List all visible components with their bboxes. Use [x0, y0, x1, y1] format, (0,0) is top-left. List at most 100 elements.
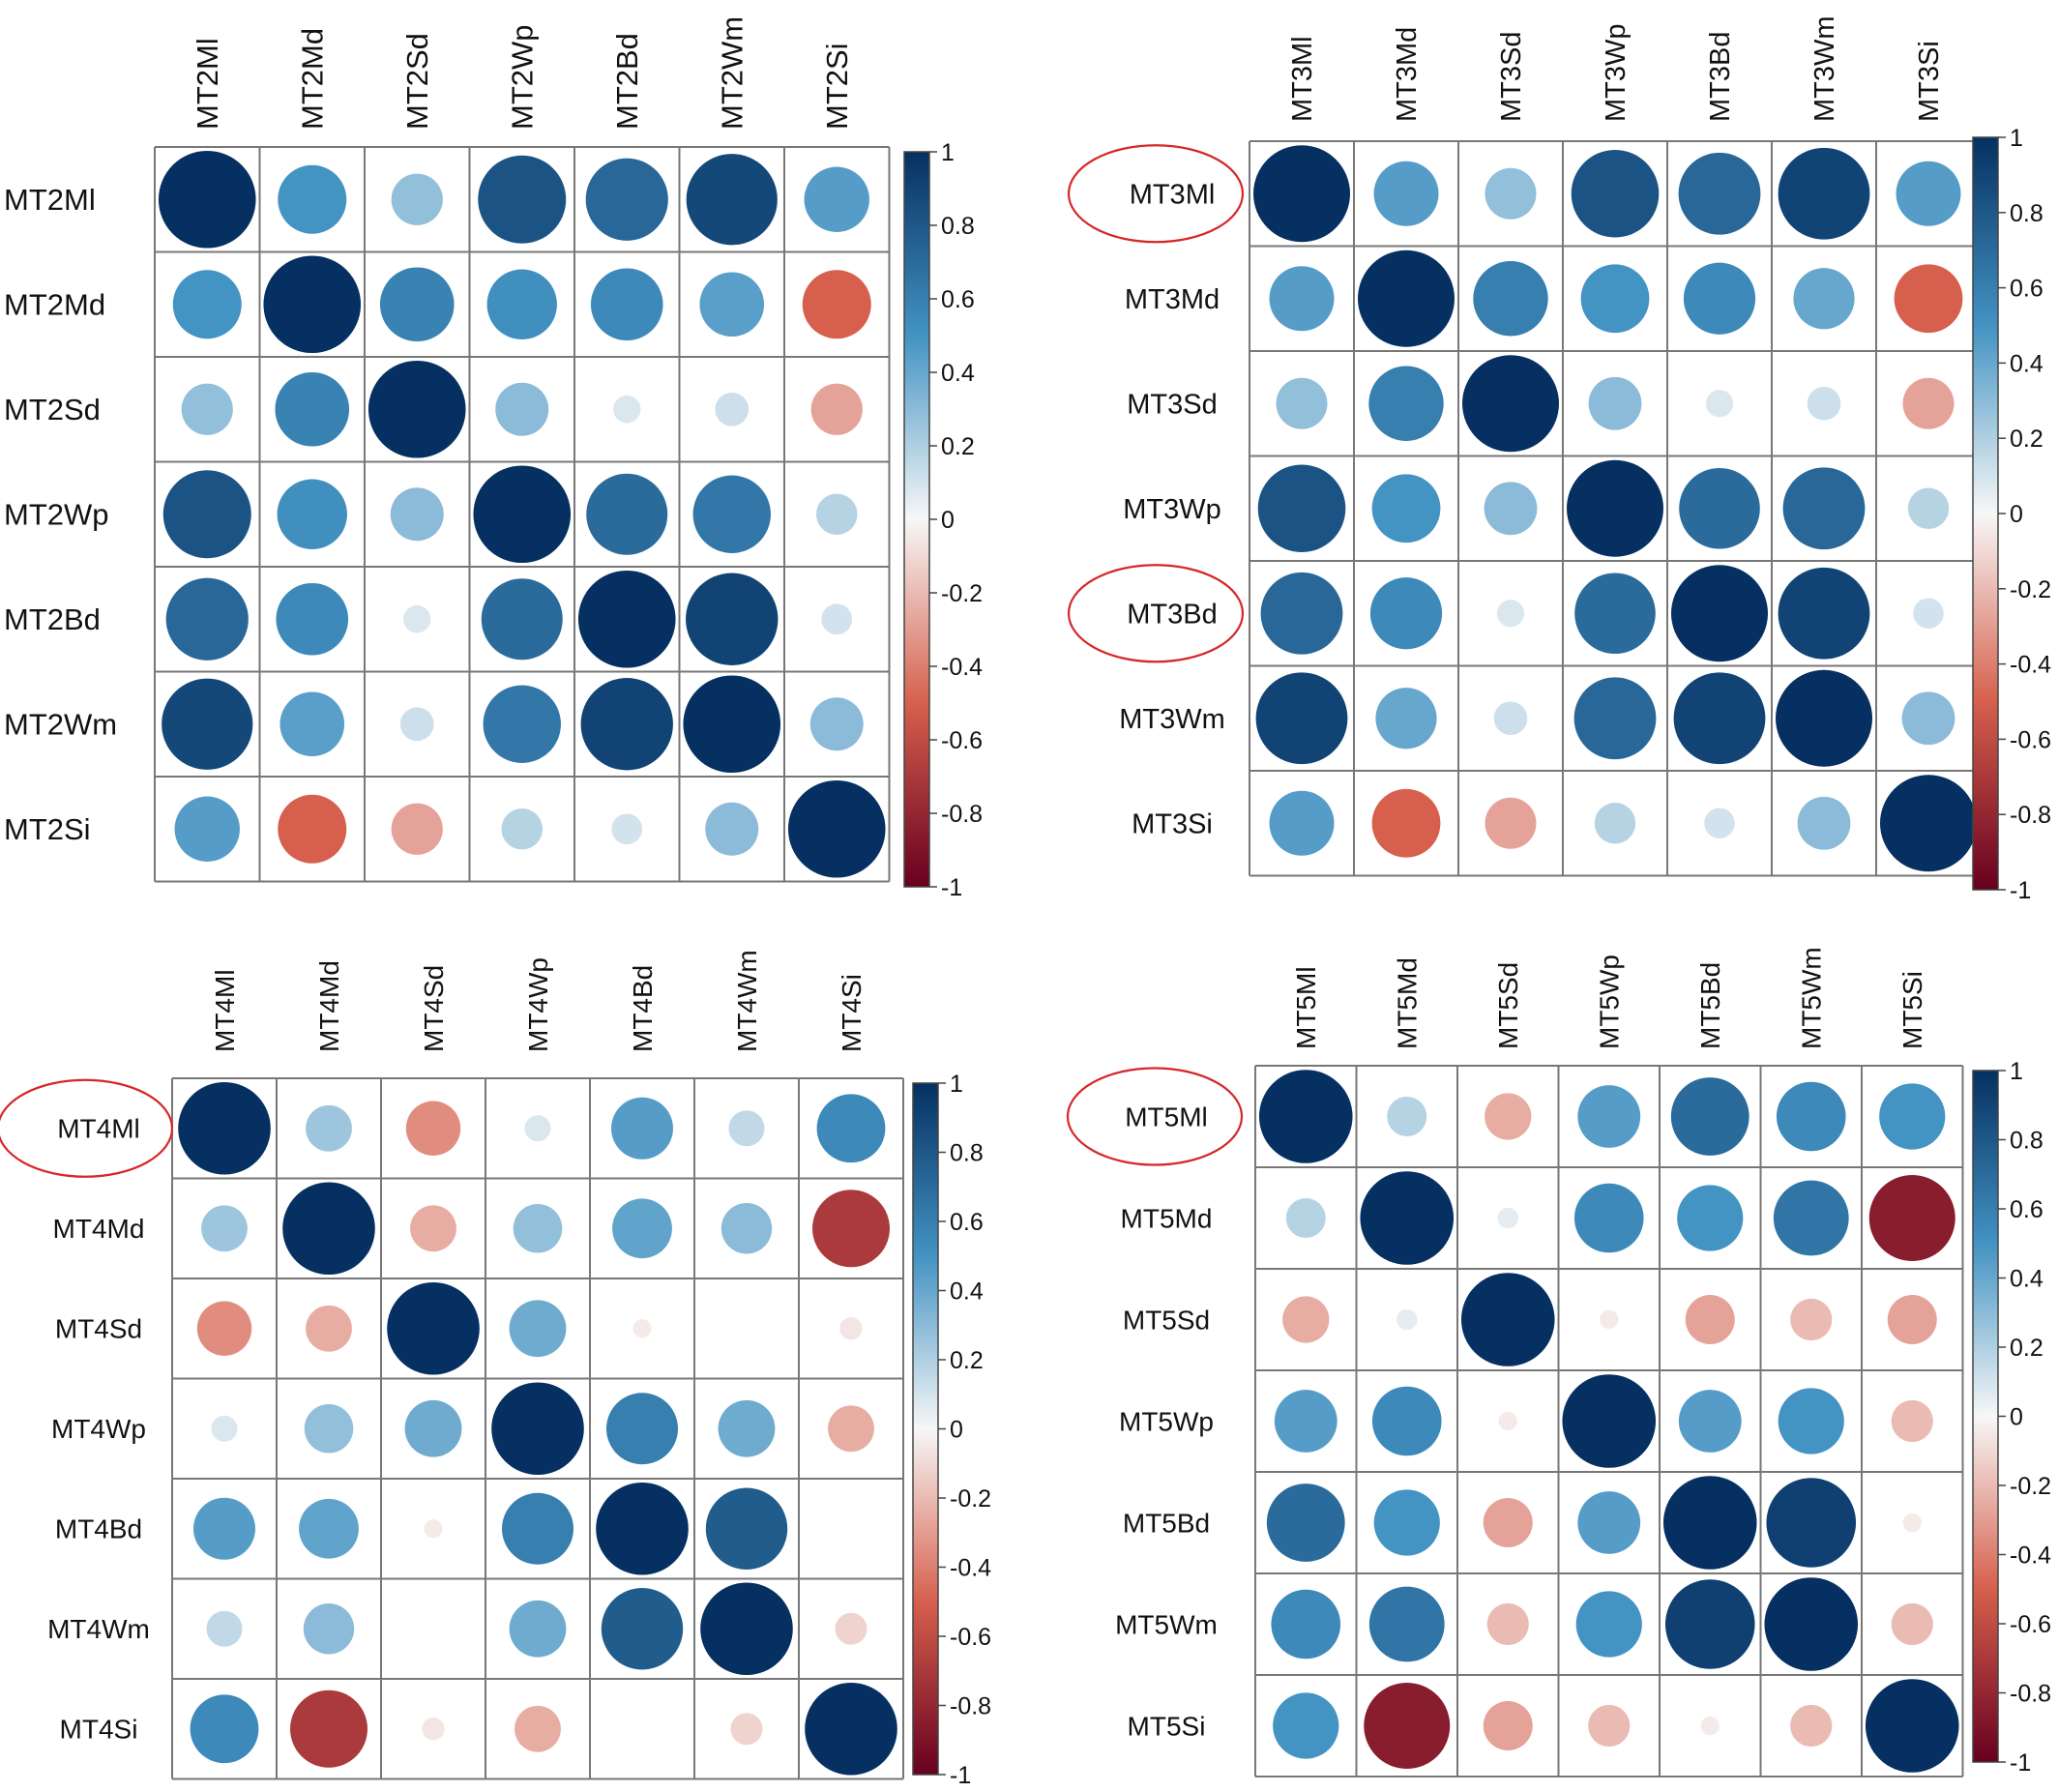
colorbar-tick-label: -0.6 [941, 727, 983, 754]
correlation-circle [1460, 1273, 1555, 1366]
column-label: MT4Bd [628, 965, 658, 1052]
correlation-circle [303, 1603, 355, 1655]
correlation-circle [277, 479, 347, 549]
correlation-circle [514, 1705, 561, 1752]
correlation-circle [391, 173, 443, 225]
correlation-circle [162, 470, 251, 559]
colorbar [903, 151, 930, 888]
correlation-circle [483, 685, 561, 763]
colorbar-tick-label: 0.8 [2010, 200, 2043, 227]
row-label: MT5Wm [1115, 1609, 1218, 1639]
colorbar-tick-label: 0.4 [950, 1278, 984, 1306]
column-label: MT3Wm [1809, 15, 1840, 122]
correlation-circle [1364, 1683, 1451, 1769]
colorbar-tick-label: -0.4 [950, 1555, 991, 1582]
correlation-circle [1396, 1308, 1418, 1331]
row-label: MT3Si [1132, 808, 1213, 839]
correlation-circle [391, 803, 443, 855]
colorbar-tick-label: 0.2 [950, 1347, 984, 1374]
correlation-circle [279, 691, 345, 757]
row-label: MT4Bd [55, 1514, 142, 1544]
column-label: MT2Si [820, 43, 854, 130]
correlation-circle [1685, 1295, 1735, 1344]
correlation-circle [1678, 1390, 1742, 1453]
colorbar-tick-label: 0 [941, 507, 955, 534]
correlation-circle [1678, 152, 1761, 235]
row-label: MT3Bd [1127, 599, 1217, 630]
correlation-circle [403, 605, 431, 633]
correlation-circle [1778, 147, 1870, 240]
colorbar-tick-label: 0.2 [941, 433, 975, 460]
correlation-circle [165, 577, 249, 661]
correlation-circle [379, 267, 455, 342]
correlation-circle [1600, 1309, 1619, 1330]
correlation-circle [1266, 1484, 1345, 1562]
correlation-circle [158, 150, 256, 249]
correlation-circle [387, 1281, 480, 1375]
colorbar-tick-label: 0 [950, 1417, 963, 1444]
correlation-circle [1913, 598, 1944, 630]
correlation-circle [190, 1694, 259, 1764]
correlation-circle [1764, 1577, 1859, 1671]
colorbar-tick-label: -0.8 [941, 801, 983, 828]
correlation-circle [193, 1497, 255, 1560]
correlation-circle [1575, 1591, 1642, 1658]
correlation-circle [1373, 1489, 1440, 1556]
correlation-circle [612, 1198, 672, 1259]
correlation-circle [1260, 572, 1343, 655]
correlation-circle [502, 1492, 573, 1565]
correlation-circle [1483, 1498, 1533, 1547]
correlation-circle [715, 392, 750, 426]
correlation-circle [306, 1104, 352, 1152]
column-label: MT4Wp [523, 957, 553, 1052]
correlation-circle [405, 1101, 461, 1156]
colorbar-tick-label: -0.4 [2010, 1542, 2051, 1570]
correlation-circle [1683, 262, 1756, 335]
correlation-circle [211, 1415, 238, 1442]
correlation-circle [263, 255, 362, 354]
colorbar-tick-label: -0.6 [2010, 726, 2051, 753]
correlation-circle [481, 578, 563, 661]
correlation-circle [278, 164, 347, 234]
column-label: MT5Sd [1493, 962, 1523, 1049]
correlation-circle [1793, 268, 1855, 330]
correlation-circle [390, 487, 444, 542]
correlation-circle [1700, 1716, 1720, 1736]
correlation-circle [787, 779, 886, 878]
correlation-circle [1567, 459, 1663, 557]
correlation-circle [1766, 1478, 1857, 1568]
colorbar-tick-label: -0.8 [2010, 802, 2051, 829]
correlation-circle [424, 1519, 443, 1539]
colorbar [1972, 136, 1999, 891]
correlation-circle [720, 1203, 773, 1254]
row-label: MT4Ml [57, 1114, 140, 1144]
correlation-circle [606, 1393, 678, 1465]
colorbar-tick-label: -0.4 [941, 654, 983, 681]
correlation-circle [1807, 386, 1841, 421]
column-label: MT3Wp [1601, 24, 1632, 123]
correlation-circle [1282, 1296, 1330, 1343]
correlation-circle [1673, 672, 1766, 765]
colorbar-tick-label: 0.4 [2010, 1266, 2043, 1293]
correlation-circle [501, 808, 544, 850]
correlation-circle [590, 268, 663, 341]
column-label: MT2Sd [400, 33, 434, 130]
correlation-circle [1577, 1085, 1641, 1148]
row-label: MT5Si [1128, 1711, 1206, 1741]
correlation-circle [804, 166, 869, 232]
correlation-circle [1894, 264, 1963, 334]
row-label: MT3Sd [1127, 389, 1217, 420]
correlation-circle [596, 1482, 689, 1575]
correlation-circle [1273, 1692, 1339, 1759]
correlation-circle [1258, 1070, 1353, 1163]
correlation-circle [282, 1182, 375, 1276]
correlation-circle [1891, 1399, 1933, 1443]
correlation-panel-1: MT2Ml MT2Md MT2Sd MT2Wp MT2Bd MT2Wm MT2Si MT2Ml… [4, 16, 983, 901]
correlation-circle [730, 1713, 763, 1746]
correlation-circle [611, 1097, 673, 1160]
correlation-circle [1797, 796, 1851, 850]
colorbar-tick-label: 0.8 [950, 1140, 984, 1167]
correlation-circle [1902, 377, 1955, 429]
column-label: MT4Wm [732, 950, 762, 1052]
